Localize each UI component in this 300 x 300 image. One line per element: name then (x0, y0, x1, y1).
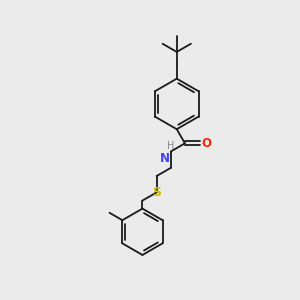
Text: N: N (160, 152, 170, 165)
Text: H: H (167, 141, 175, 151)
Text: S: S (152, 186, 161, 199)
Text: O: O (201, 137, 211, 150)
